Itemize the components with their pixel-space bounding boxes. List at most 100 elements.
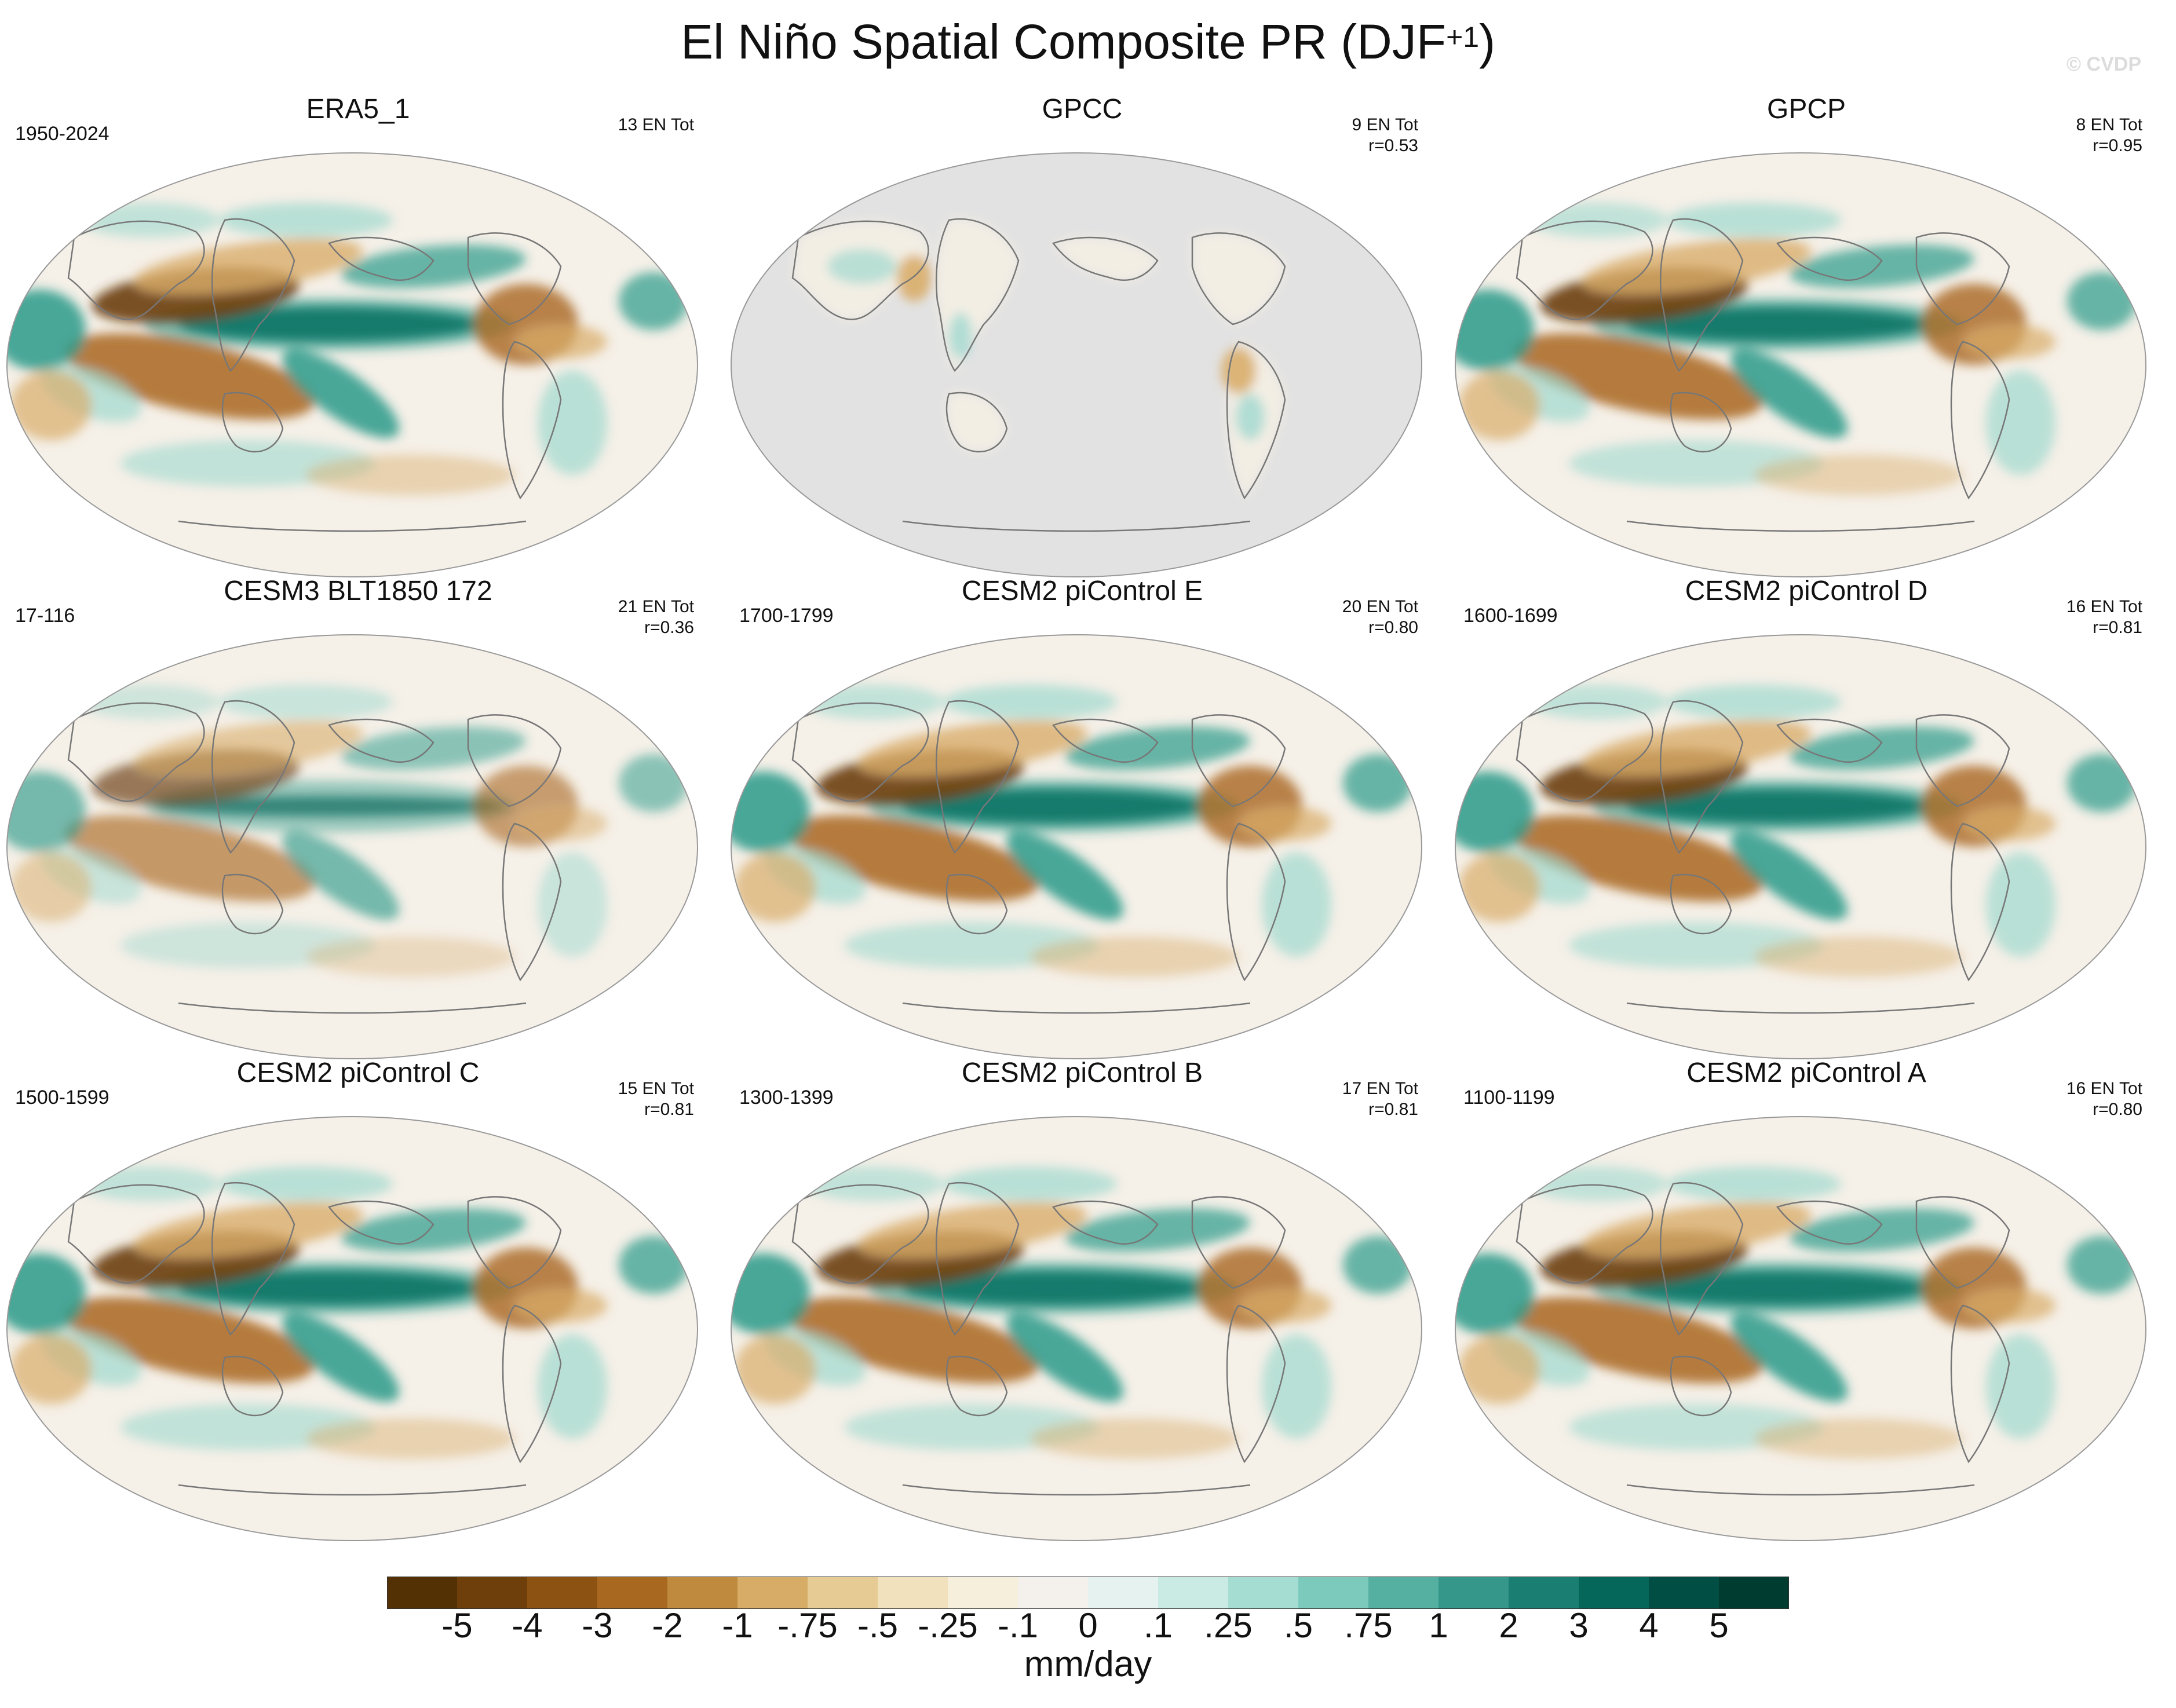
world-map [731,634,1422,1059]
map-panel: CESM2 piControl E 1700-1799 20 EN Tot r=0.8… [729,575,1436,1059]
colorbar-tick-label: -.75 [777,1606,838,1645]
pattern-correlation: r=0.36 [644,618,694,637]
colorbar-tick-label: -2 [652,1606,683,1645]
colorbar-tick-label: 2 [1499,1606,1518,1645]
colorbar-tick-label: .5 [1283,1606,1313,1645]
colorbar-tick-label: 1 [1429,1606,1448,1645]
pattern-correlation: r=0.80 [2093,1100,2142,1119]
panel-period: 1950-2024 [15,123,109,145]
event-count: 8 EN Tot [2076,115,2142,134]
panel-title: CESM2 piControl D [1685,576,1928,606]
event-count: 16 EN Tot [2066,597,2142,616]
colorbar-tick-label: 5 [1709,1606,1729,1645]
panel-period: 1500-1599 [15,1087,109,1109]
map-panel: CESM2 piControl C 1500-1599 15 EN Tot r=0.8… [5,1056,711,1541]
colorbar-units: mm/day [1024,1644,1152,1684]
colorbar-tick-label: -3 [582,1606,613,1645]
map-panel: ERA5_1 1950-2024 13 EN Tot [5,93,711,577]
event-count: 13 EN Tot [618,115,694,134]
colorbar-swatch [1018,1577,1089,1609]
pattern-correlation: r=0.81 [1368,1100,1418,1119]
panel-stats: 17 EN Tot r=0.81 [1342,1078,1418,1120]
colorbar-tick-label: .1 [1143,1606,1173,1645]
colorbar-tick-label: .75 [1344,1606,1393,1645]
map-panel: CESM3 BLT1850 172 17-116 21 EN Tot r=0.36 [5,575,711,1059]
colorbar-swatch [1649,1577,1719,1609]
colorbar-swatch [1298,1577,1369,1609]
world-map [6,634,698,1059]
colorbar-swatch [1368,1577,1439,1609]
colorbar-tick-label: 3 [1569,1606,1589,1645]
event-count: 9 EN Tot [1352,115,1418,134]
panel-stats: 8 EN Tot r=0.95 [2076,115,2142,156]
panel-title: GPCP [1766,94,1846,125]
panel-stats: 9 EN Tot r=0.53 [1352,115,1418,156]
figure-title: El Niño Spatial Composite PR (DJF+1) [680,14,1496,69]
panel-title: CESM2 piControl C [236,1058,480,1088]
colorbar-swatch [737,1577,808,1609]
pattern-correlation: r=0.95 [2093,136,2142,155]
map-panel: GPCC 9 EN Tot r=0.53 [729,93,1436,577]
world-map [6,152,698,577]
colorbar-swatch [948,1577,1018,1609]
map-panel: CESM2 piControl D 1600-1699 16 EN Tot r=0.8… [1453,575,2160,1059]
panel-title: GPCC [1042,94,1123,125]
world-map [1455,152,2146,577]
colorbar-swatch [1158,1577,1229,1609]
colorbar-tick-label: -1 [722,1606,753,1645]
world-map [6,1116,698,1541]
panel-stats: 15 EN Tot r=0.81 [618,1078,694,1120]
event-count: 16 EN Tot [2066,1079,2142,1098]
panel-title: CESM2 piControl E [961,576,1203,606]
colorbar-swatch [1439,1577,1509,1609]
panel-title: ERA5_1 [306,94,410,125]
panel-stats: 16 EN Tot r=0.80 [2067,1078,2142,1120]
world-map [731,1116,1422,1541]
pattern-correlation: r=0.81 [644,1100,694,1119]
pattern-correlation: r=0.80 [1368,618,1418,637]
map-panel: CESM2 piControl B 1300-1399 17 EN Tot r=0.8… [729,1056,1436,1541]
panel-period: 1100-1199 [1463,1087,1555,1109]
colorbar-swatch [1579,1577,1649,1609]
colorbar-tick-label: -.5 [857,1606,899,1645]
colorbar-swatch [1509,1577,1579,1609]
cvdp-credit: © CVDP [2067,53,2141,75]
colorbar-swatch [878,1577,948,1609]
colorbar-swatch [527,1577,598,1609]
map-panel: CESM2 piControl A 1100-1199 16 EN Tot r=0.8… [1453,1056,2160,1541]
panel-stats: 21 EN Tot r=0.36 [618,597,694,638]
colorbar-swatch [1088,1577,1159,1609]
colorbar-tick-label: -5 [441,1606,473,1645]
panel-stats: 13 EN Tot [618,115,694,136]
event-count: 20 EN Tot [1342,597,1418,616]
colorbar-swatch [387,1577,458,1609]
panel-title: CESM2 piControl A [1686,1058,1926,1088]
colorbar-swatch [457,1577,528,1609]
colorbar-tick-label: -4 [512,1606,543,1645]
world-map [1455,634,2146,1059]
panel-title: CESM3 BLT1850 172 [224,576,492,606]
colorbar-swatch [1228,1577,1299,1609]
panel-period: 1700-1799 [739,605,834,627]
colorbar-swatch [667,1577,738,1609]
panel-period: 1600-1699 [1463,605,1558,627]
pattern-correlation: r=0.53 [1368,136,1418,155]
world-map [1455,1116,2146,1541]
world-map [731,152,1422,577]
panel-period: 17-116 [15,605,75,627]
panel-stats: 16 EN Tot r=0.81 [2067,597,2142,638]
panel-stats: 20 EN Tot r=0.80 [1342,597,1418,638]
colorbar-tick-label: -.1 [997,1606,1039,1645]
colorbar-tick-label: .25 [1204,1606,1253,1645]
event-count: 21 EN Tot [618,597,694,616]
map-panel: GPCP 8 EN Tot r=0.95 [1453,93,2160,577]
event-count: 17 EN Tot [1342,1079,1418,1098]
colorbar [387,1577,1789,1609]
colorbar-swatch [597,1577,668,1609]
pattern-correlation: r=0.81 [2093,618,2142,637]
colorbar-tick-label: 0 [1078,1606,1098,1645]
event-count: 15 EN Tot [618,1079,694,1098]
colorbar-swatch [808,1577,878,1609]
colorbar-tick-label: 4 [1639,1606,1659,1645]
colorbar-tick-label: -.25 [918,1606,978,1645]
